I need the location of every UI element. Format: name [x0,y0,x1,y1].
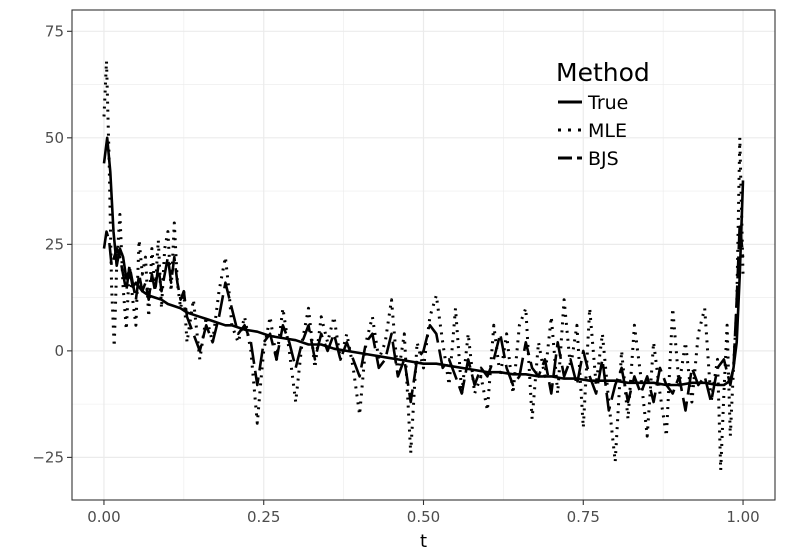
y-tick-label: 75 [45,22,64,40]
y-axis: −25 0 25 50 75 [32,22,72,466]
x-tick-label: 0.25 [247,508,280,526]
series-layer [102,59,745,472]
x-axis-title: t [420,531,427,552]
x-tick-label: 0.00 [87,508,120,526]
legend-label-bjs: BJS [588,148,619,170]
legend-label-mle: MLE [588,120,627,142]
legend-label-true: True [587,92,628,114]
y-tick-label: −25 [32,448,64,466]
y-tick-label: 25 [45,235,64,253]
legend-title: Method [556,58,650,87]
y-tick-label: 50 [45,129,64,147]
x-tick-label: 1.00 [726,508,759,526]
x-tick-label: 0.50 [407,508,440,526]
series-line-true [102,136,745,387]
x-axis: 0.00 0.25 0.50 0.75 1.00 [87,500,760,526]
legend-entries: True MLE BJS [558,92,628,170]
legend: Method True MLE BJS [556,58,650,170]
y-tick-label: 0 [54,342,64,360]
x-tick-label: 0.75 [567,508,600,526]
